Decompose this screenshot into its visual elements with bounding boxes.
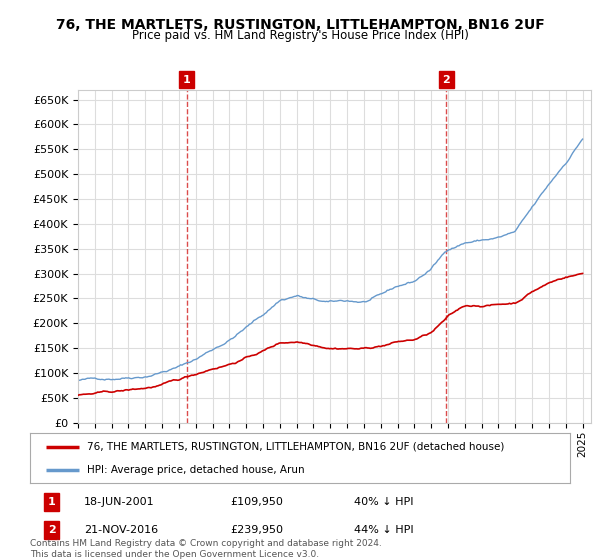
Text: Contains HM Land Registry data © Crown copyright and database right 2024.
This d: Contains HM Land Registry data © Crown c…	[30, 539, 382, 559]
Text: 1: 1	[183, 74, 191, 85]
Text: £239,950: £239,950	[230, 525, 283, 535]
Text: 44% ↓ HPI: 44% ↓ HPI	[354, 525, 413, 535]
Text: HPI: Average price, detached house, Arun: HPI: Average price, detached house, Arun	[86, 465, 304, 475]
Text: Price paid vs. HM Land Registry's House Price Index (HPI): Price paid vs. HM Land Registry's House …	[131, 29, 469, 42]
Text: 76, THE MARTLETS, RUSTINGTON, LITTLEHAMPTON, BN16 2UF: 76, THE MARTLETS, RUSTINGTON, LITTLEHAMP…	[56, 18, 544, 32]
Text: £109,950: £109,950	[230, 497, 283, 507]
Text: 18-JUN-2001: 18-JUN-2001	[84, 497, 155, 507]
Text: 2: 2	[48, 525, 55, 535]
Text: 76, THE MARTLETS, RUSTINGTON, LITTLEHAMPTON, BN16 2UF (detached house): 76, THE MARTLETS, RUSTINGTON, LITTLEHAMP…	[86, 442, 504, 452]
Text: 21-NOV-2016: 21-NOV-2016	[84, 525, 158, 535]
Text: 40% ↓ HPI: 40% ↓ HPI	[354, 497, 413, 507]
Text: 2: 2	[442, 74, 450, 85]
Text: 1: 1	[48, 497, 55, 507]
